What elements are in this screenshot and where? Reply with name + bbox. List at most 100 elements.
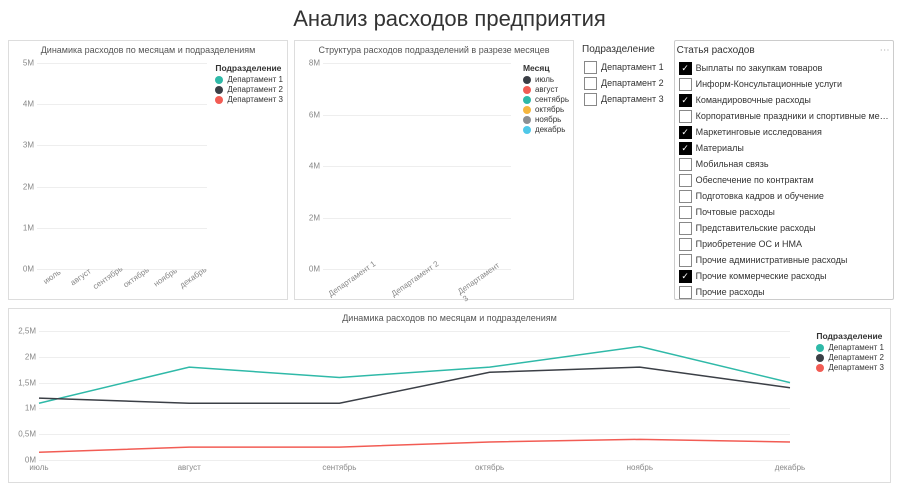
legend-swatch bbox=[816, 354, 824, 362]
checkbox[interactable] bbox=[679, 206, 692, 219]
legend-swatch bbox=[523, 106, 531, 114]
slicer-label: Департамент 3 bbox=[601, 94, 664, 104]
slicer-label: Прочие административные расходы bbox=[696, 255, 848, 265]
legend-item[interactable]: Департамент 2 bbox=[816, 353, 884, 362]
legend-item[interactable]: ноябрь bbox=[523, 115, 569, 124]
slicer-item[interactable]: Представительские расходы bbox=[679, 220, 889, 236]
legend-item[interactable]: октябрь bbox=[523, 105, 569, 114]
checkbox[interactable] bbox=[679, 254, 692, 267]
legend-label: июль bbox=[535, 75, 554, 84]
y-tick: 1,5M bbox=[18, 378, 36, 387]
slicer-item[interactable]: Подготовка кадров и обучение bbox=[679, 188, 889, 204]
slicer-item[interactable]: Корпоративные праздники и спортивные ме… bbox=[679, 108, 889, 124]
legend-item[interactable]: август bbox=[523, 85, 569, 94]
y-tick: 4M bbox=[309, 162, 320, 171]
checkbox[interactable] bbox=[584, 93, 597, 106]
x-tick: август bbox=[178, 463, 201, 472]
slicer-label: Маркетинговые исследования bbox=[696, 127, 822, 137]
slicer-item[interactable]: Мобильная связь bbox=[679, 156, 889, 172]
slicer-item[interactable]: ✓ Материалы bbox=[679, 140, 889, 156]
x-tick: декабрь bbox=[775, 463, 805, 472]
y-tick: 0M bbox=[309, 265, 320, 274]
chart2-title: Структура расходов подразделений в разре… bbox=[295, 41, 573, 59]
slicer-item[interactable]: Прочие административные расходы bbox=[679, 252, 889, 268]
slicer-label: Материалы bbox=[696, 143, 744, 153]
legend-item[interactable]: сентябрь bbox=[523, 95, 569, 104]
slicer2-title: Статья расходов ⋯ bbox=[675, 41, 893, 58]
slicer-item[interactable]: Приобретение ОС и НМА bbox=[679, 236, 889, 252]
y-tick: 2M bbox=[309, 213, 320, 222]
legend-item[interactable]: декабрь bbox=[523, 125, 569, 134]
legend-item[interactable]: Департамент 3 bbox=[215, 95, 283, 104]
slicer-label: Корпоративные праздники и спортивные ме… bbox=[696, 111, 889, 121]
slicer-item[interactable]: Информ-Консультационные услуги bbox=[679, 76, 889, 92]
legend-swatch bbox=[523, 126, 531, 134]
slicer-item[interactable]: ✓ Командировочные расходы bbox=[679, 92, 889, 108]
legend-label: ноябрь bbox=[535, 115, 561, 124]
legend-item[interactable]: Департамент 1 bbox=[816, 343, 884, 352]
legend-swatch bbox=[215, 86, 223, 94]
chart1-legend-title: Подразделение bbox=[215, 63, 283, 73]
slicer-item[interactable]: Департамент 3 bbox=[584, 91, 664, 107]
legend-item[interactable]: Департамент 1 bbox=[215, 75, 283, 84]
checkbox[interactable]: ✓ bbox=[679, 142, 692, 155]
checkbox[interactable]: ✓ bbox=[679, 270, 692, 283]
checkbox[interactable]: ✓ bbox=[679, 94, 692, 107]
legend-swatch bbox=[523, 96, 531, 104]
y-tick: 4M bbox=[23, 100, 34, 109]
legend-swatch bbox=[215, 96, 223, 104]
line-series[interactable] bbox=[39, 346, 790, 403]
legend-label: Департамент 2 bbox=[828, 353, 884, 362]
x-tick: сентябрь bbox=[322, 463, 356, 472]
slicer-item[interactable]: Департамент 2 bbox=[584, 75, 664, 91]
x-tick: октябрь bbox=[475, 463, 504, 472]
slicer-label: Информ-Консультационные услуги bbox=[696, 79, 842, 89]
legend-item[interactable]: Департамент 2 bbox=[215, 85, 283, 94]
slicer-label: Подготовка кадров и обучение bbox=[696, 191, 824, 201]
legend-item[interactable]: Департамент 3 bbox=[816, 363, 884, 372]
checkbox[interactable]: ✓ bbox=[679, 126, 692, 139]
slicer-expense-category: Статья расходов ⋯ ✓ Выплаты по закупкам т… bbox=[674, 40, 894, 300]
slicer-item[interactable]: Прочие расходы bbox=[679, 284, 889, 300]
slicer-item[interactable]: ✓ Выплаты по закупкам товаров bbox=[679, 60, 889, 76]
slicer-label: Департамент 1 bbox=[601, 62, 664, 72]
slicer-item[interactable]: Почтовые расходы bbox=[679, 204, 889, 220]
y-tick: 1M bbox=[23, 223, 34, 232]
slicer-item[interactable]: ✓ Маркетинговые исследования bbox=[679, 124, 889, 140]
slicer-label: Выплаты по закупкам товаров bbox=[696, 63, 823, 73]
y-tick: 2M bbox=[23, 182, 34, 191]
line-series[interactable] bbox=[39, 439, 790, 452]
y-tick: 2M bbox=[25, 352, 36, 361]
checkbox[interactable] bbox=[679, 78, 692, 91]
legend-swatch bbox=[215, 76, 223, 84]
slicer-item[interactable]: ✓Прочие коммерческие расходы bbox=[679, 268, 889, 284]
slicer-label: Командировочные расходы bbox=[696, 95, 811, 105]
chart-dynamics-line: Динамика расходов по месяцам и подраздел… bbox=[8, 308, 891, 483]
checkbox[interactable] bbox=[679, 158, 692, 171]
legend-label: декабрь bbox=[535, 125, 565, 134]
slicer-menu-icon[interactable]: ⋯ bbox=[880, 45, 891, 56]
checkbox[interactable] bbox=[679, 174, 692, 187]
legend-swatch bbox=[523, 116, 531, 124]
checkbox[interactable] bbox=[679, 238, 692, 251]
checkbox[interactable] bbox=[584, 77, 597, 90]
checkbox[interactable] bbox=[679, 110, 692, 123]
checkbox[interactable] bbox=[679, 190, 692, 203]
slicer-item[interactable]: Департамент 1 bbox=[584, 59, 664, 75]
slicer-label: Почтовые расходы bbox=[696, 207, 775, 217]
legend-item[interactable]: июль bbox=[523, 75, 569, 84]
chart2-legend: Месяц июльавгустсентябрьоктябрьноябрьдек… bbox=[523, 63, 569, 135]
checkbox[interactable] bbox=[584, 61, 597, 74]
chart3-legend: Подразделение Департамент 1Департамент 2… bbox=[816, 331, 884, 373]
slicer-department: Подразделение Департамент 1Департамент 2… bbox=[580, 40, 668, 300]
legend-label: Департамент 3 bbox=[828, 363, 884, 372]
checkbox[interactable] bbox=[679, 286, 692, 299]
legend-swatch bbox=[523, 76, 531, 84]
legend-swatch bbox=[816, 344, 824, 352]
y-tick: 0,5M bbox=[18, 430, 36, 439]
checkbox[interactable]: ✓ bbox=[679, 62, 692, 75]
checkbox[interactable] bbox=[679, 222, 692, 235]
y-tick: 6M bbox=[309, 110, 320, 119]
y-tick: 0M bbox=[23, 265, 34, 274]
slicer-item[interactable]: Обеспечение по контрактам bbox=[679, 172, 889, 188]
